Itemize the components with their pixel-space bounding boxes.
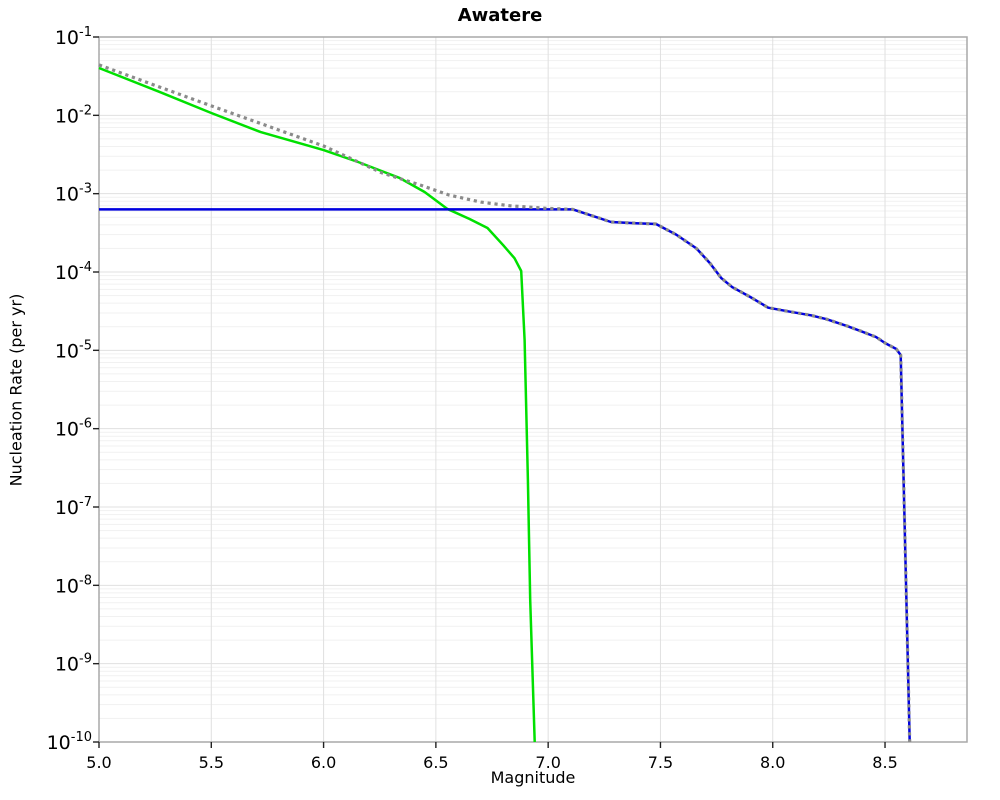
grid-major bbox=[98, 36, 967, 743]
y-tick-label: 10-8 bbox=[55, 573, 92, 597]
chart-title: Awatere bbox=[457, 5, 543, 26]
y-tick-labels: 10-1 10-2 10-3 10-4 10-5 10-6 10-7 10-8 10-9 10-1… bbox=[47, 25, 92, 754]
x-tick-label: 5.5 bbox=[199, 753, 224, 772]
grid-minor bbox=[99, 40, 967, 719]
x-tick-labels: 5.0 5.5 6.0 6.5 7.0 7.5 8.0 8.5 bbox=[86, 753, 897, 772]
y-tick-label: 10-1 bbox=[55, 25, 92, 49]
y-tick-label: 10-3 bbox=[55, 182, 92, 206]
series-blue-solution-mfd bbox=[99, 208, 911, 743]
x-tick-label: 5.0 bbox=[86, 753, 111, 772]
x-tick-label: 7.0 bbox=[535, 753, 560, 772]
axis-border bbox=[98, 36, 968, 743]
x-axis-label: Magnitude bbox=[490, 768, 576, 787]
y-tick-label: 10-4 bbox=[55, 260, 92, 284]
y-tick-label: 10-7 bbox=[55, 495, 92, 519]
series-green-tapered-gr-mfd bbox=[98, 66, 536, 743]
x-tick-label: 6.0 bbox=[311, 753, 336, 772]
x-tick-label: 6.5 bbox=[423, 753, 448, 772]
x-tick-label: 7.5 bbox=[648, 753, 673, 772]
x-tick-label: 8.0 bbox=[760, 753, 785, 772]
x-tick-label: 8.5 bbox=[872, 753, 897, 772]
series-gray-dotted-target-mfd bbox=[98, 63, 912, 743]
y-axis-label: Nucleation Rate (per yr) bbox=[6, 293, 26, 487]
y-tick-label: 10-5 bbox=[55, 338, 92, 362]
axis-ticks bbox=[93, 36, 886, 748]
y-tick-label: 10-2 bbox=[55, 103, 92, 127]
y-tick-label: 10-9 bbox=[55, 652, 92, 676]
y-tick-label: 10-6 bbox=[55, 417, 92, 441]
y-tick-label: 10-10 bbox=[47, 730, 92, 754]
